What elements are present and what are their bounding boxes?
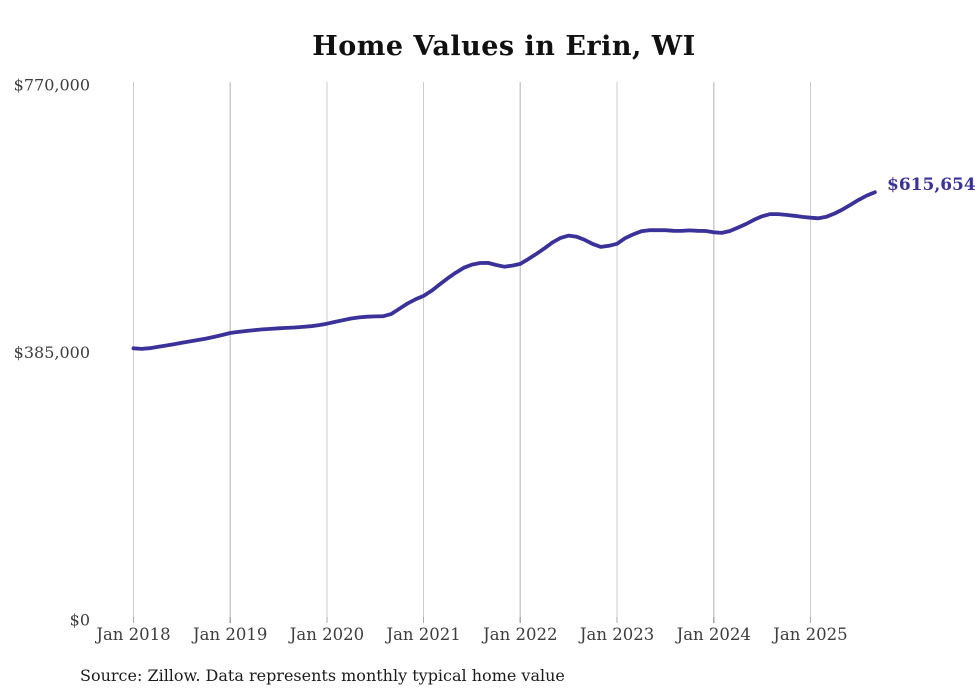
x-tick-label: Jan 2023 bbox=[578, 625, 654, 644]
x-tick-label: Jan 2025 bbox=[771, 625, 847, 644]
x-tick-label: Jan 2022 bbox=[481, 625, 557, 644]
home-values-line-chart: Jan 2018 Jan 2019 Jan 2020 Jan 2021 Jan 2022… bbox=[14, 76, 877, 644]
y-tick-label: $0 bbox=[70, 611, 90, 630]
x-tick-label: Jan 2019 bbox=[191, 625, 267, 644]
x-tick-label: Jan 2021 bbox=[384, 625, 460, 644]
y-tick-label: $770,000 bbox=[14, 76, 90, 95]
chart-title: Home Values in Erin, WI bbox=[312, 31, 696, 62]
x-tick-label: Jan 2024 bbox=[675, 625, 751, 644]
x-tick-label: Jan 2018 bbox=[94, 625, 170, 644]
x-tick-label: Jan 2020 bbox=[288, 625, 364, 644]
latest-value-label: $615,654 bbox=[887, 175, 976, 195]
y-tick-label: $385,000 bbox=[14, 343, 90, 362]
home-value-line bbox=[131, 190, 877, 351]
source-caption: Source: Zillow. Data represents monthly … bbox=[80, 666, 565, 685]
